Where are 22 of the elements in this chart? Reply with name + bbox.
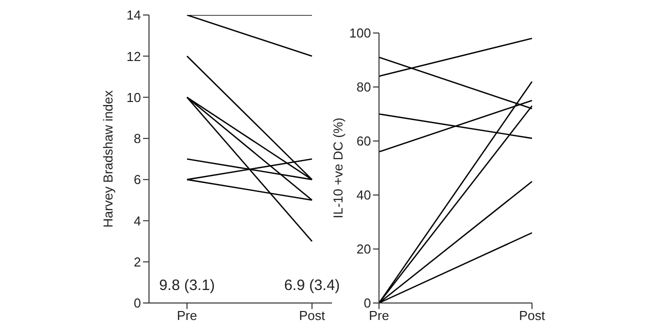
y-tick-label: 80 [356, 80, 371, 95]
y-tick-label: 2 [134, 254, 141, 270]
y-tick-label: 4 [134, 213, 141, 228]
annotation: 9.8 (3.1) [158, 277, 216, 294]
y-tick-label: 10 [126, 90, 141, 105]
y-tick-label: 0 [134, 296, 141, 311]
x-tick-label: Post [518, 308, 546, 324]
x-tick-label: Pre [368, 308, 390, 324]
annotation: 6.9 (3.4) [283, 277, 341, 294]
x-tick-label: Pre [176, 308, 198, 324]
y-tick-label: 12 [126, 48, 141, 64]
y-tick-label: 100 [349, 26, 371, 41]
y-tick-label: 40 [356, 188, 371, 203]
y-tick-label: 60 [356, 134, 371, 149]
y-tick-label: 6 [134, 172, 141, 188]
y-tick-label: 14 [126, 8, 141, 23]
y-axis-title: Harvey Bradshaw index [100, 90, 116, 228]
y-tick-label: 20 [356, 242, 371, 257]
y-tick-label: 8 [134, 131, 141, 146]
y-tick-label: 0 [364, 296, 371, 311]
x-tick-label: Post [298, 308, 326, 324]
y-axis-title: IL-10 +ve DC (%) [330, 118, 346, 218]
